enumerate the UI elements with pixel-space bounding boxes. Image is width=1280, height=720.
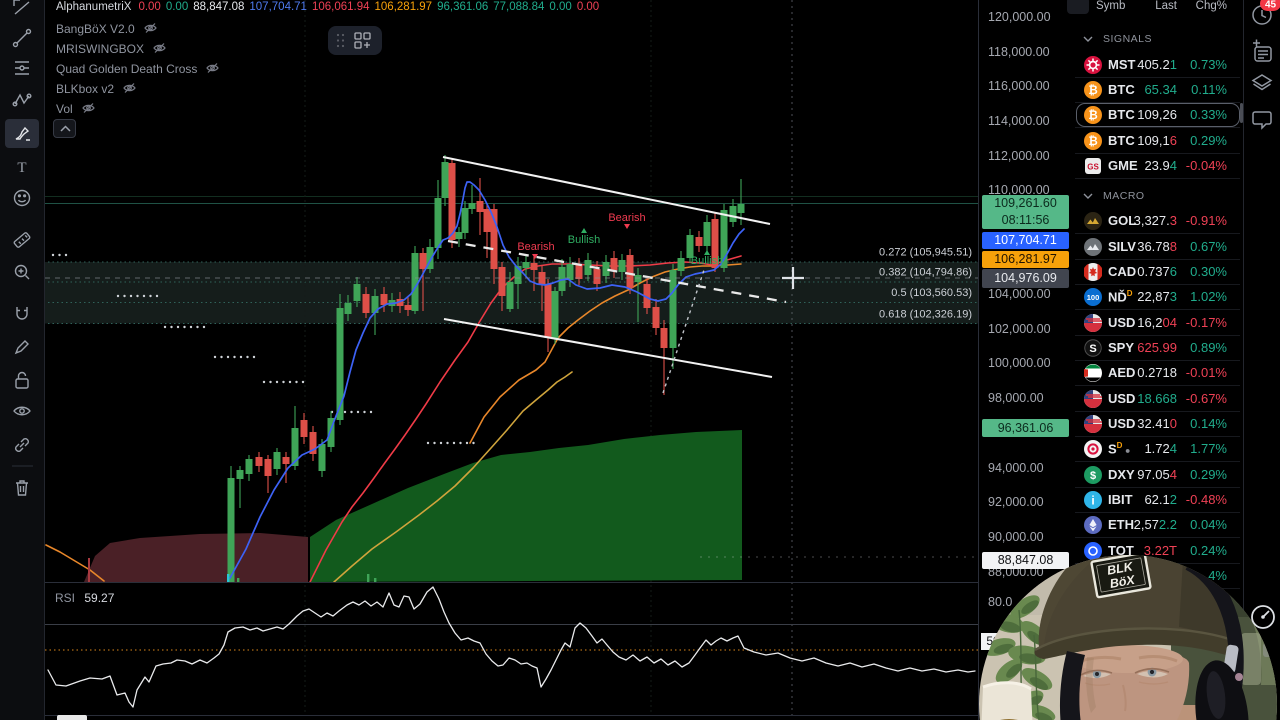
svg-text:₿: ₿ [1088, 136, 1097, 148]
svg-text:BLK: BLK [1106, 559, 1135, 577]
svg-text:₿: ₿ [1088, 85, 1097, 97]
svg-text:GS: GS [1087, 163, 1099, 172]
svg-text:S: S [1089, 343, 1096, 355]
svg-text:Bearish: Bearish [608, 212, 645, 224]
svg-text:45: 45 [1265, 0, 1277, 11]
svg-text:i: i [1091, 494, 1094, 508]
svg-text:T: T [17, 160, 26, 176]
svg-text:₿: ₿ [1088, 110, 1097, 122]
svg-text:Bearish: Bearish [517, 241, 554, 253]
svg-text:0.5 (103,560.53): 0.5 (103,560.53) [891, 287, 972, 299]
svg-text:0.382 (104,794.86): 0.382 (104,794.86) [879, 267, 972, 279]
svg-text:0.272 (105,945.51): 0.272 (105,945.51) [879, 247, 972, 259]
svg-text:0.618 (102,326.19): 0.618 (102,326.19) [879, 309, 972, 321]
svg-text:$: $ [1090, 470, 1096, 482]
svg-text:BöX: BöX [1109, 573, 1137, 591]
svg-text:100: 100 [1087, 293, 1100, 302]
svg-text:Bullish: Bullish [568, 234, 600, 246]
svg-text:Bullish: Bullish [691, 255, 723, 267]
